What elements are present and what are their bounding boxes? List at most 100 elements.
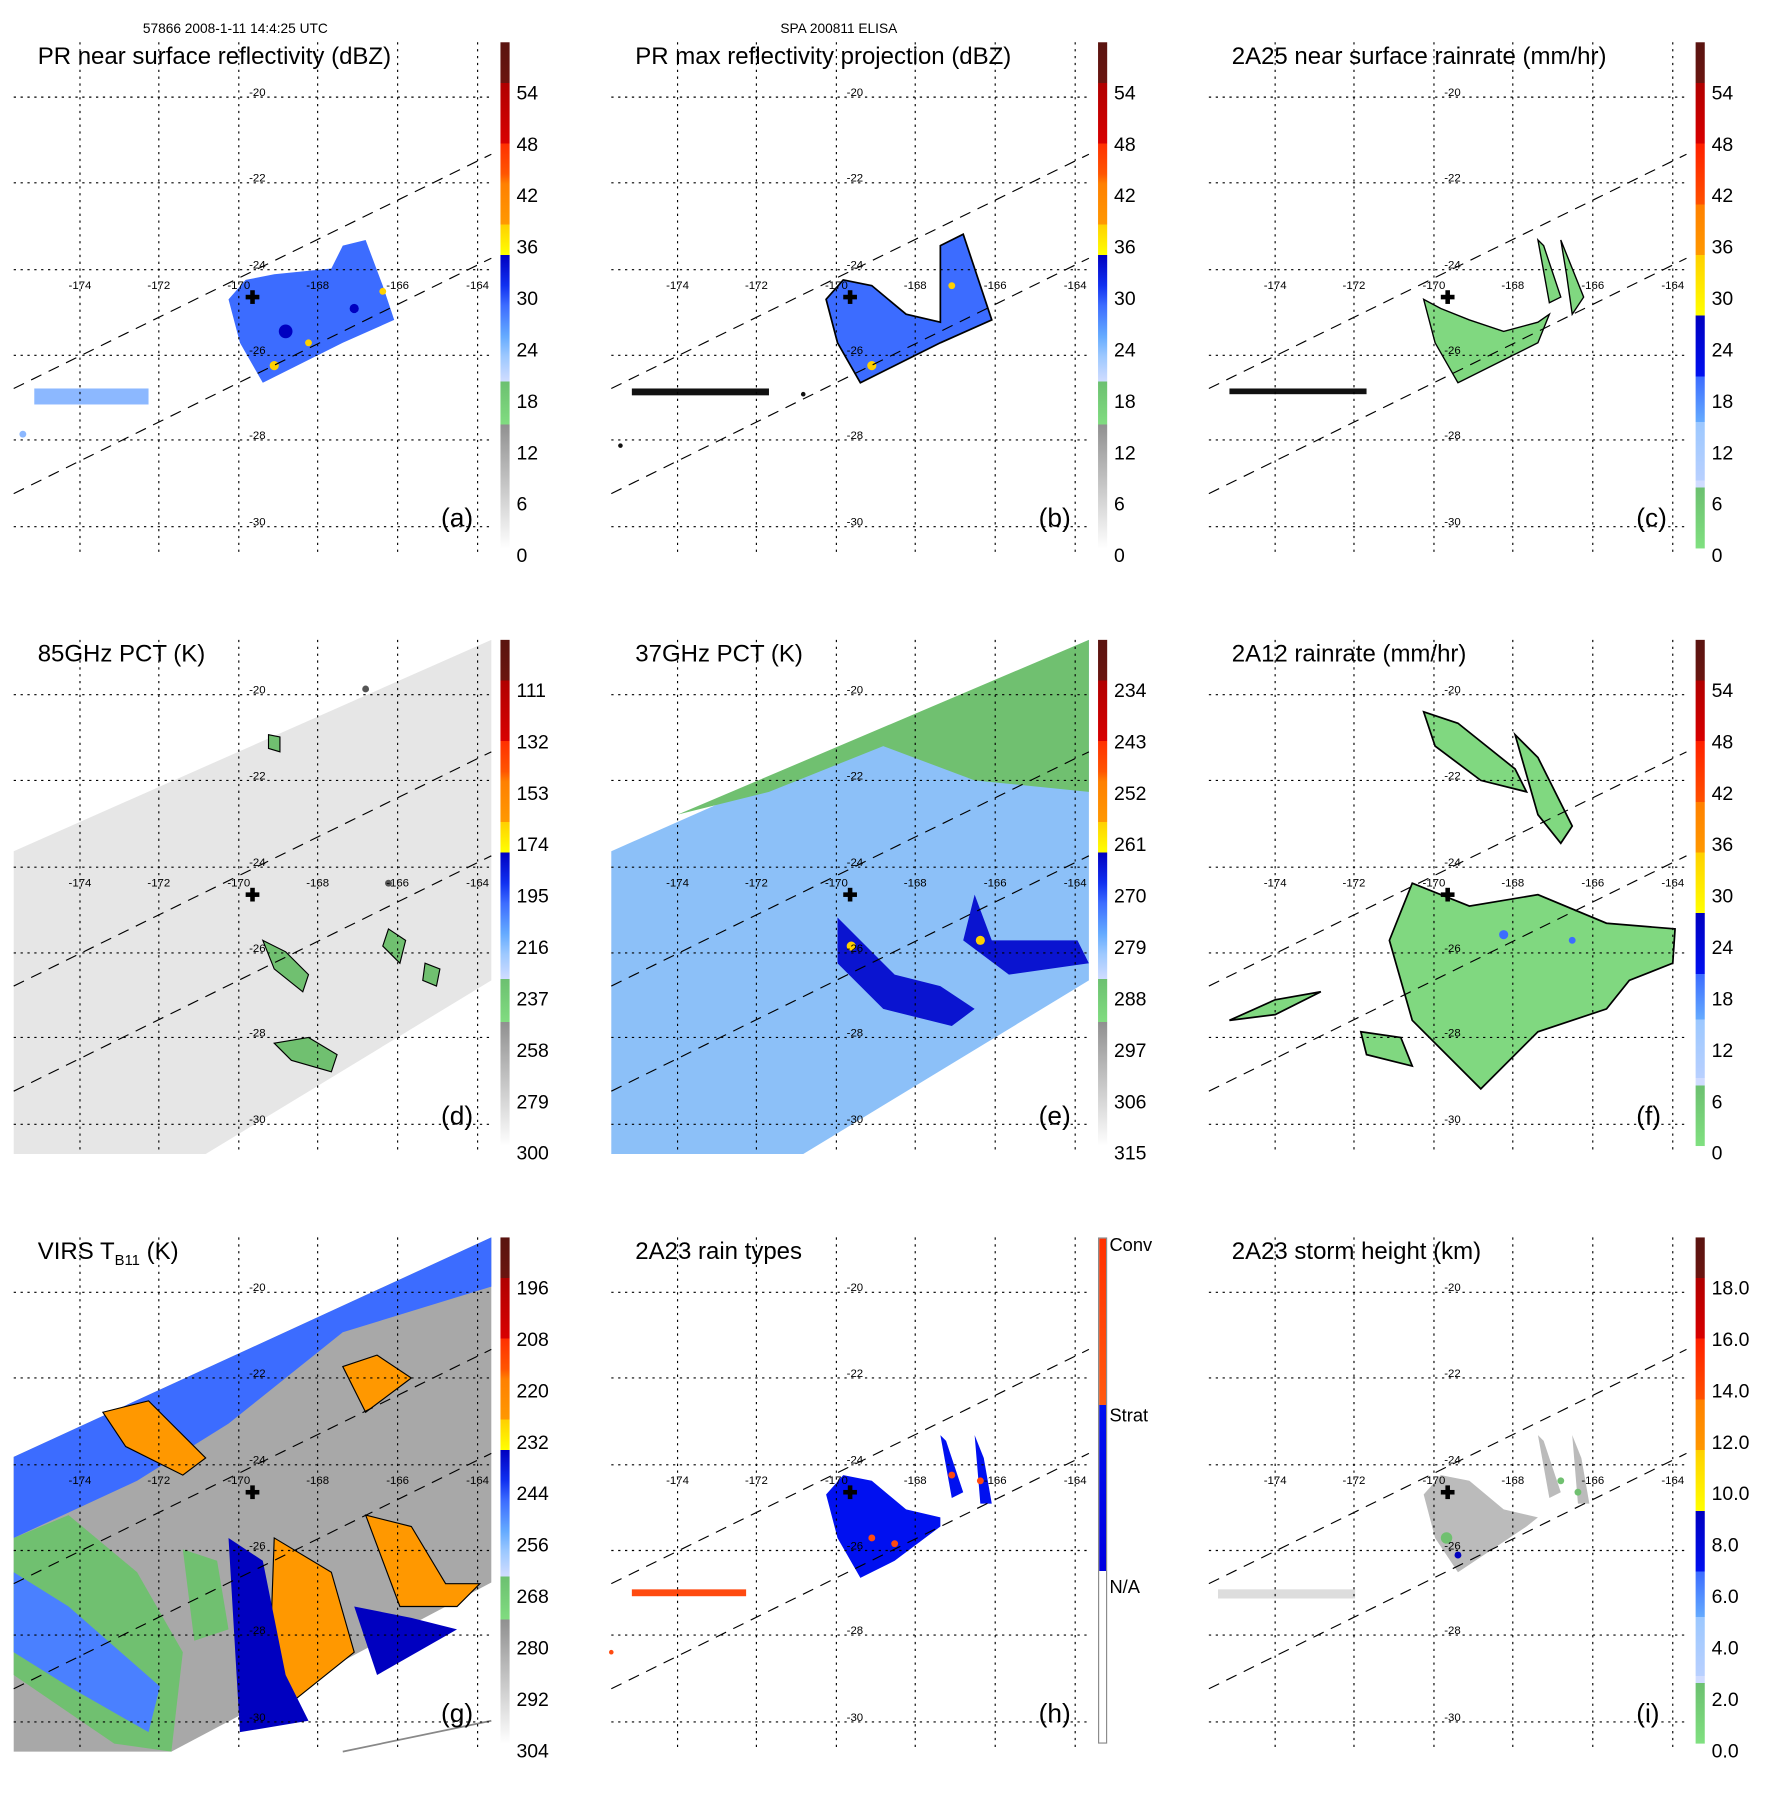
lon-tick-label: -166 bbox=[984, 878, 1007, 890]
lon-tick-label: -168 bbox=[904, 878, 927, 890]
case-id-header: SPA 200811 ELISA bbox=[780, 20, 898, 37]
lon-tick-label: -166 bbox=[386, 1475, 409, 1487]
colorbar-label: 54 bbox=[1114, 82, 1136, 104]
map-plot: -20 -22 -24 -26 -28 -30 -174 -172 -170 -168 -166 -1… bbox=[1208, 639, 1687, 1155]
lon-tick-label: -168 bbox=[1501, 1475, 1524, 1487]
lon-tick-label: -174 bbox=[69, 280, 92, 292]
colorbar-label: Strat bbox=[1109, 1406, 1149, 1426]
lat-tick-label: -30 bbox=[1444, 1712, 1460, 1724]
panel-c: -20 -22 -24 -26 -28 -30 -174 -172 -170 -168 -166 -1… bbox=[1195, 0, 1771, 598]
lon-gridlines bbox=[1274, 42, 1674, 557]
lon-tick-label: -174 bbox=[1264, 878, 1287, 890]
lat-tick-label: -24 bbox=[1444, 1455, 1461, 1467]
map-plot: -20 -22 -24 -26 -28 -30 -174 -172 -170 -168 -166 -1… bbox=[609, 1237, 1090, 1752]
lon-tick-label: -166 bbox=[984, 1475, 1007, 1487]
storm-center-cross-icon bbox=[245, 290, 260, 304]
colorbar-label: 14.0 bbox=[1711, 1380, 1750, 1402]
lat-gridlines bbox=[1208, 694, 1687, 1125]
map-content bbox=[1218, 1435, 1590, 1599]
colorbar-label: 6 bbox=[516, 493, 528, 516]
lat-tick-label: -26 bbox=[1444, 345, 1460, 357]
lat-tick-label: -22 bbox=[249, 1368, 265, 1380]
colorbar bbox=[500, 42, 510, 549]
colorbar-label: 12 bbox=[1114, 442, 1136, 464]
lat-gridlines bbox=[13, 96, 492, 528]
colorbar bbox=[1098, 42, 1108, 549]
lat-tick-label: -24 bbox=[1444, 260, 1461, 272]
colorbar-label: 48 bbox=[1711, 133, 1734, 156]
lat-tick-label: -24 bbox=[249, 260, 266, 272]
panel-i: -20 -22 -24 -26 -28 -30 -174 -172 -170 -168 -166 -1… bbox=[1195, 1195, 1771, 1793]
colorbar-label: 10.0 bbox=[1711, 1483, 1750, 1505]
panel-title-text: 2A23 storm height (km) bbox=[1231, 1238, 1482, 1265]
map-plot: -20 -22 -24 -26 -28 -30 -174 -172 -170 -168 -166 -1… bbox=[13, 42, 492, 557]
lon-tick-label: -164 bbox=[466, 878, 489, 890]
lat-tick-label: -24 bbox=[249, 857, 266, 869]
colorbar-label: 208 bbox=[516, 1328, 549, 1351]
colorbar-label: 24 bbox=[1711, 339, 1734, 362]
colorbar-label: 24 bbox=[516, 339, 539, 362]
swath-edges bbox=[1208, 153, 1687, 495]
lat-tick-label: -30 bbox=[249, 517, 265, 529]
colorbar-label: 243 bbox=[1114, 731, 1147, 753]
colorbar-label: 18 bbox=[516, 390, 539, 413]
lat-tick-label: -28 bbox=[847, 1625, 864, 1637]
lon-tick-label: -170 bbox=[227, 878, 250, 890]
panel-title-text: 37GHz PCT (K) bbox=[635, 640, 803, 668]
panel-title-text: 2A25 near surface rainrate (mm/hr) bbox=[1231, 43, 1607, 70]
colorbar-label: 54 bbox=[1711, 679, 1734, 702]
panel-title-suffix: (K) bbox=[139, 1238, 179, 1265]
colorbar-label: 297 bbox=[1114, 1039, 1147, 1062]
panel-h: -20 -22 -24 -26 -28 -30 -174 -172 -170 -168 -166 -1… bbox=[598, 1195, 1196, 1793]
panel-title: 37GHz PCT (K) bbox=[635, 641, 803, 668]
colorbar-label: 292 bbox=[516, 1688, 549, 1711]
lon-tick-label: -174 bbox=[69, 1475, 92, 1487]
lat-tick-label: -20 bbox=[1444, 1282, 1460, 1294]
lon-tick-label: -174 bbox=[666, 1475, 689, 1487]
panel-title: 85GHz PCT (K) bbox=[38, 641, 206, 668]
lon-tick-label: -172 bbox=[745, 878, 768, 890]
colorbar-label: 12 bbox=[516, 442, 539, 464]
lat-tick-label: -20 bbox=[1444, 685, 1460, 697]
lat-tick-label: -24 bbox=[847, 260, 864, 272]
colorbar-label: 36 bbox=[516, 236, 539, 259]
panel-letter: (h) bbox=[1038, 1697, 1071, 1728]
lon-tick-label: -164 bbox=[1064, 1475, 1087, 1487]
lat-gridlines bbox=[611, 96, 1089, 528]
lon-tick-label: -164 bbox=[466, 280, 489, 292]
lat-tick-label: -20 bbox=[249, 87, 265, 99]
swath-edges bbox=[13, 153, 492, 495]
lat-tick-label: -26 bbox=[249, 1540, 265, 1552]
colorbar-label: 306 bbox=[1114, 1091, 1147, 1113]
storm-center-cross-icon bbox=[843, 887, 857, 902]
colorbar-label: 42 bbox=[1711, 782, 1734, 805]
panel-letter: (a) bbox=[441, 502, 474, 533]
colorbar bbox=[1695, 42, 1705, 549]
colorbar-label: 220 bbox=[516, 1380, 549, 1402]
lon-tick-label: -166 bbox=[984, 280, 1007, 292]
lat-tick-label: -30 bbox=[249, 1114, 265, 1126]
lat-tick-label: -28 bbox=[1444, 1027, 1460, 1039]
panel-title: 2A23 rain types bbox=[635, 1239, 802, 1266]
colorbar-label: 8.0 bbox=[1711, 1534, 1739, 1557]
colorbar-label: 54 bbox=[1711, 82, 1734, 104]
lat-tick-label: -24 bbox=[847, 857, 864, 869]
colorbar-label: 0.0 bbox=[1711, 1740, 1739, 1762]
colorbar-label: 30 bbox=[1114, 287, 1136, 310]
map-plot: -20 -22 -24 -26 -28 -30 -174 -172 -170 -168 -166 -1… bbox=[611, 42, 1090, 557]
storm-center-cross-icon bbox=[245, 1485, 260, 1500]
lat-tick-label: -22 bbox=[249, 770, 265, 782]
lon-tick-label: -172 bbox=[1343, 1475, 1366, 1487]
colorbar bbox=[500, 639, 510, 1147]
lon-tick-label: -170 bbox=[1423, 280, 1446, 292]
panel-title-text: PR max reflectivity projection (dBZ) bbox=[635, 43, 1012, 70]
lon-tick-label: -174 bbox=[666, 878, 689, 890]
lon-tick-label: -170 bbox=[1423, 878, 1446, 890]
colorbar-label: 42 bbox=[1711, 185, 1734, 207]
orbit-time-header: 57866 2008-1-11 14:4:25 UTC bbox=[142, 20, 328, 37]
colorbar-label: 268 bbox=[516, 1585, 549, 1608]
panel-letter: (g) bbox=[441, 1697, 474, 1728]
lon-tick-label: -168 bbox=[904, 1475, 927, 1487]
colorbar-label: Conv bbox=[1109, 1236, 1153, 1256]
lat-gridlines bbox=[611, 694, 1089, 1125]
